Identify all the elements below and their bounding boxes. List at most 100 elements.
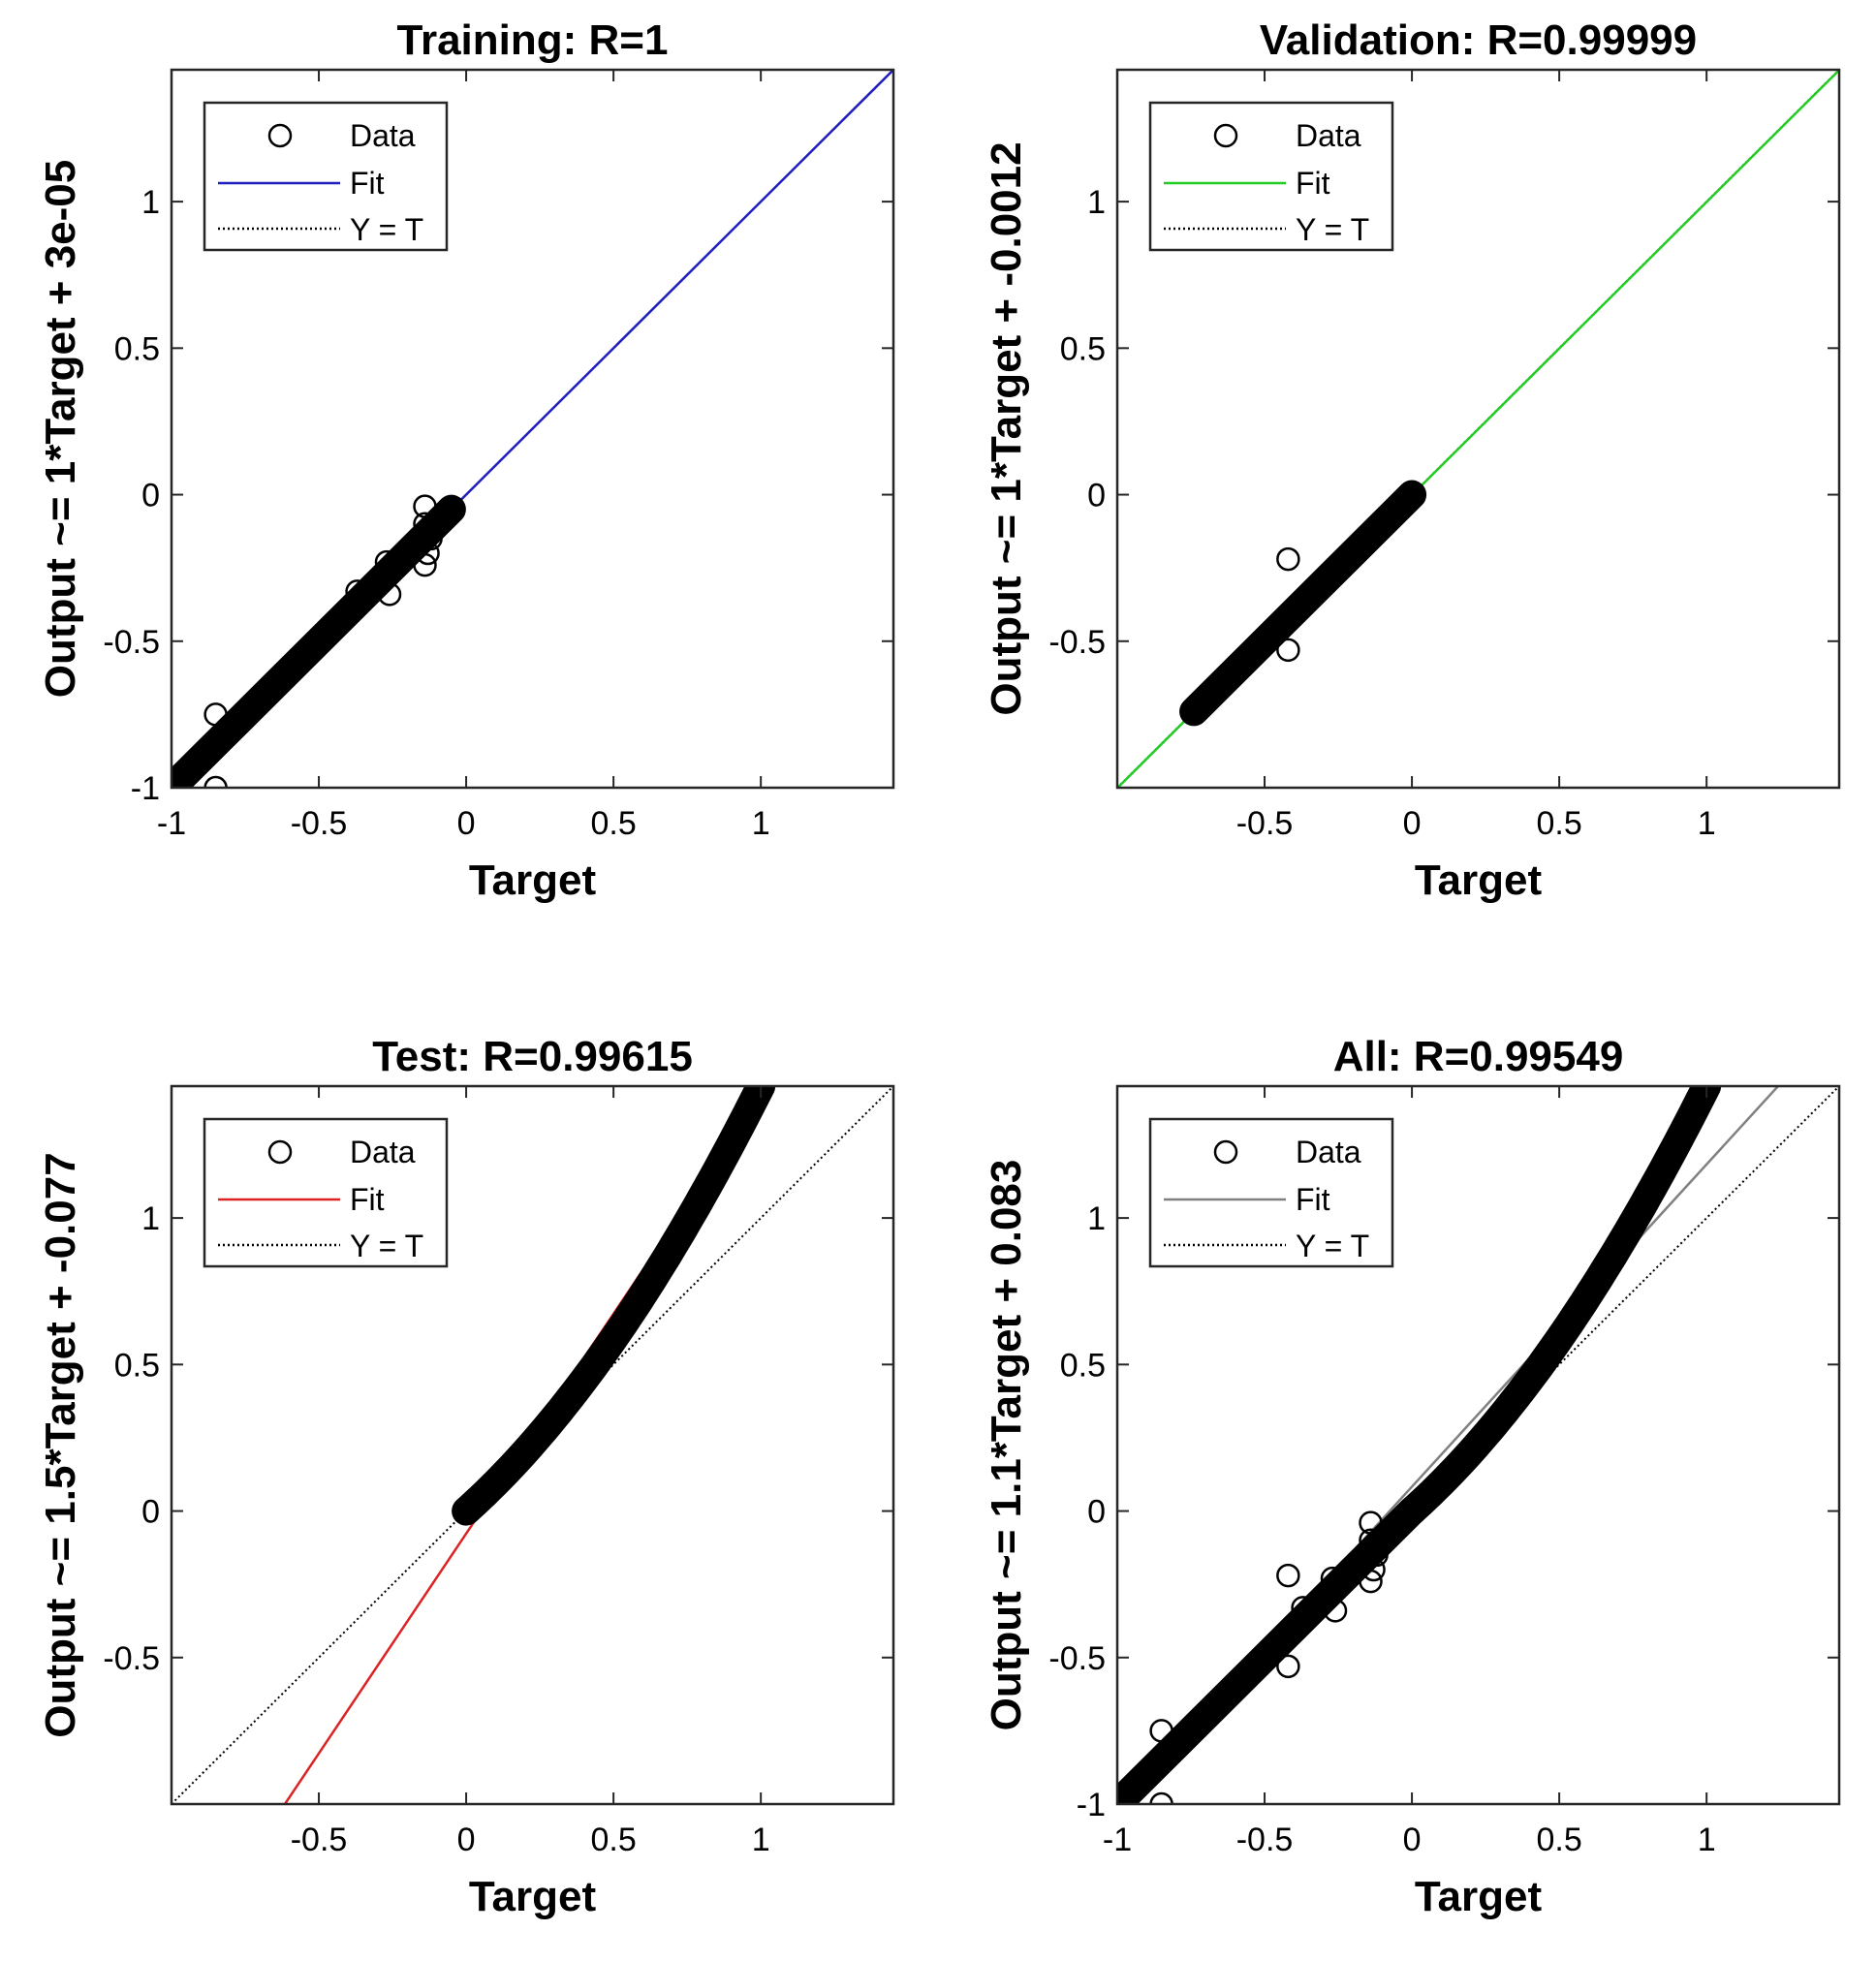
y-tick-label: 1: [141, 184, 160, 221]
x-tick-label: 0.5: [1536, 805, 1581, 842]
x-tick-label: 1: [1698, 1822, 1716, 1858]
y-tick-label: -1: [131, 770, 160, 807]
y-tick-label: -0.5: [103, 1640, 160, 1677]
x-tick-label: -1: [157, 805, 186, 842]
x-axis-label: Target: [469, 856, 597, 904]
legend: Data Fit Y = T: [1148, 101, 1394, 252]
y-tick-label: 1: [1087, 1200, 1106, 1237]
y-tick-label: 0.5: [1060, 330, 1106, 367]
legend-data-marker: [267, 1139, 293, 1165]
subplot-4: -1 -0.5 0 0.5 1 -1 -0.5 0 0.5 1 All: R=0.99549 Targ…: [983, 1033, 1841, 1920]
legend-data-label: Data: [1296, 1135, 1361, 1169]
legend-box: [203, 101, 449, 252]
legend-data-marker: [267, 123, 293, 148]
x-tick-label: 0: [457, 805, 476, 842]
y-tick-label: 0: [1087, 478, 1106, 514]
plot-area: [1117, 70, 1839, 788]
legend: Data Fit Y = T: [1148, 1117, 1394, 1268]
x-tick-label: 1: [752, 805, 770, 842]
y-tick-label: 0.5: [114, 1347, 160, 1384]
x-tick-label: 0.5: [590, 805, 636, 842]
data-point: [1359, 1510, 1383, 1535]
data-point: [1276, 1654, 1300, 1679]
y-tick-label: 1: [141, 1200, 160, 1237]
y-tick-label: 0: [1087, 1494, 1106, 1531]
data-point: [1359, 1528, 1383, 1553]
data-point: [1276, 1563, 1300, 1588]
legend: Data Fit Y = T: [203, 101, 449, 252]
data-point: [1276, 638, 1300, 663]
y-axis-label: Output ~= 1*Target + 3e-05: [37, 160, 84, 698]
data-point: [374, 549, 399, 575]
x-tick-label: -0.5: [1236, 805, 1294, 842]
legend-fit-label: Fit: [1296, 1182, 1330, 1217]
y-tick-label: 0.5: [1060, 1347, 1106, 1384]
y-tick-label: 1: [1087, 184, 1106, 221]
y-tick-label: 0: [141, 1494, 160, 1531]
chart-title: Training: R=1: [397, 16, 669, 64]
legend-fit-label: Fit: [350, 166, 385, 201]
subplot-1: -1 -0.5 0 0.5 1 -1 -0.5 0 0.5 1 Training: R=1 Targe…: [37, 16, 895, 904]
data-point: [377, 582, 402, 607]
data-point: [419, 526, 443, 551]
data-point: [1291, 1596, 1315, 1620]
x-tick-label: -1: [1103, 1822, 1132, 1858]
axes-box: [170, 68, 895, 790]
data-band: [172, 494, 466, 788]
data-point: [203, 775, 228, 788]
data-band: [1117, 1496, 1427, 1804]
data-point: [203, 702, 228, 727]
plot-area: [172, 1086, 893, 1804]
x-tick-label: 1: [1698, 805, 1716, 842]
y-axis-label: Output ~= 1*Target + -0.0012: [983, 141, 1030, 715]
legend-identity-label: Y = T: [350, 212, 423, 247]
x-tick-label: 0.5: [1536, 1822, 1581, 1858]
y-tick-label: 0.5: [114, 330, 160, 367]
data-curve: [452, 1086, 776, 1526]
legend-box: [203, 1117, 449, 1268]
legend-fit-label: Fit: [1296, 166, 1330, 201]
subplot-2: -0.5 0 0.5 1 -0.5 0 0.5 1 Validation: R=0.99999 T…: [983, 16, 1841, 904]
x-tick-label: 0: [457, 1822, 476, 1858]
data-point: [1149, 1791, 1173, 1804]
x-tick-label: -0.5: [1236, 1822, 1294, 1858]
data-point: [413, 494, 437, 518]
chart-title: Validation: R=0.99999: [1260, 16, 1697, 64]
axes-box: [1115, 1084, 1841, 1806]
legend: Data Fit Y = T: [203, 1117, 449, 1268]
x-tick-label: -0.5: [291, 805, 348, 842]
legend-data-marker: [1213, 1139, 1238, 1165]
data-point: [1364, 1542, 1389, 1568]
x-tick-label: 0: [1403, 1822, 1422, 1858]
y-axis-label: Output ~= 1.1*Target + 0.083: [983, 1160, 1030, 1731]
legend-box: [1148, 1117, 1394, 1268]
y-tick-label: 0: [141, 478, 160, 514]
data-point: [1149, 1719, 1173, 1743]
subplot-3: -0.5 0 0.5 1 -0.5 0 0.5 1 Test: R=0.99615 Target O…: [37, 1033, 895, 1920]
data-point: [1320, 1566, 1345, 1591]
x-tick-label: 0: [1403, 805, 1422, 842]
data-curve: [1397, 1086, 1722, 1526]
plot-area: [172, 70, 893, 788]
data-point: [1323, 1599, 1348, 1623]
x-axis-label: Target: [1415, 1873, 1543, 1920]
chart-title: Test: R=0.99615: [372, 1033, 693, 1080]
plot-area: [1117, 1086, 1839, 1804]
x-axis-label: Target: [1415, 856, 1543, 904]
y-tick-label: -0.5: [103, 624, 160, 661]
x-tick-label: 1: [752, 1822, 770, 1858]
y-tick-label: -0.5: [1048, 624, 1106, 661]
legend-data-label: Data: [1296, 118, 1361, 153]
data-point: [416, 541, 440, 566]
legend-identity-label: Y = T: [1296, 1229, 1369, 1263]
axes-box: [170, 1084, 895, 1806]
legend-data-label: Data: [350, 118, 416, 153]
y-tick-label: -0.5: [1048, 1640, 1106, 1677]
y-tick-label: -1: [1077, 1787, 1106, 1823]
x-tick-label: 0.5: [590, 1822, 636, 1858]
data-point: [1359, 1569, 1383, 1594]
legend-data-marker: [1213, 123, 1238, 148]
legend-box: [1148, 101, 1394, 252]
y-axis-label: Output ~= 1.5*Target + -0.077: [37, 1152, 84, 1737]
